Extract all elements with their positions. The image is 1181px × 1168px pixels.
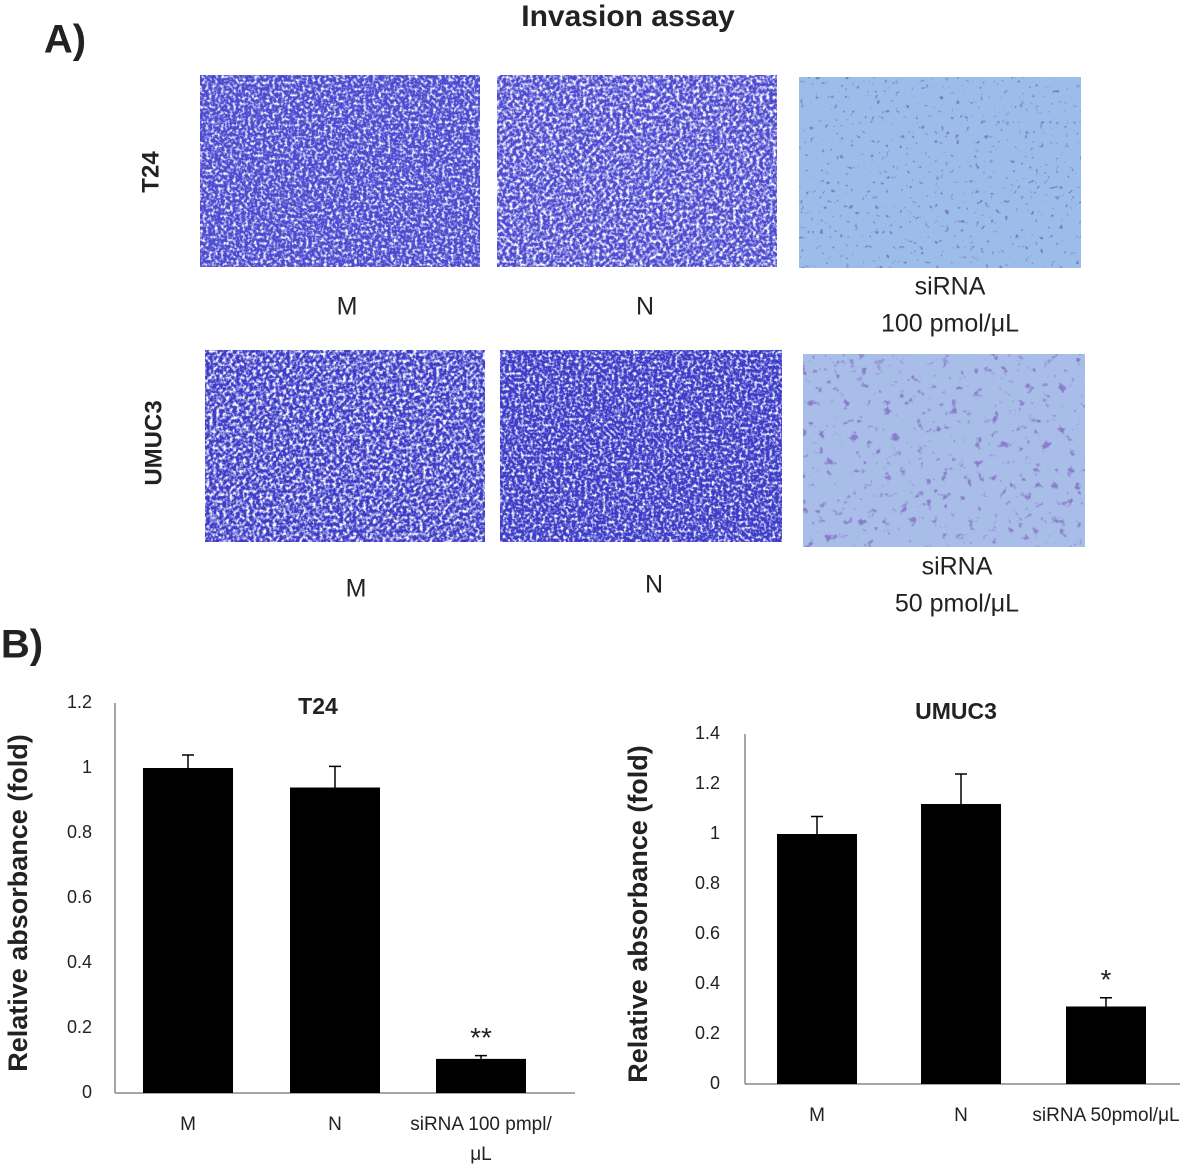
section-title: Invasion assay bbox=[521, 0, 735, 33]
chart-title: UMUC3 bbox=[915, 698, 997, 724]
x-tick-label: siRNA 50pmol/μL bbox=[1032, 1105, 1180, 1126]
image-caption: siRNA bbox=[915, 273, 986, 301]
significance-label: ** bbox=[470, 1022, 492, 1053]
y-tick-label: 1 bbox=[710, 823, 720, 843]
image-caption: 50 pmol/μL bbox=[895, 590, 1019, 618]
micrograph bbox=[803, 354, 1085, 547]
bar bbox=[436, 1058, 526, 1093]
error-bar bbox=[1100, 997, 1112, 1007]
micrograph bbox=[200, 75, 480, 267]
image-caption: M bbox=[346, 575, 367, 603]
significance-label: * bbox=[1101, 964, 1112, 995]
image-caption: siRNA bbox=[922, 553, 993, 581]
y-tick-label: 0.2 bbox=[67, 1017, 92, 1037]
x-tick-label: siRNA 100 pmpl/μL bbox=[410, 1114, 552, 1165]
image-caption: M bbox=[337, 293, 358, 321]
error-bar bbox=[329, 765, 341, 788]
image-caption: 100 pmol/μL bbox=[881, 310, 1019, 338]
panel-label: A) bbox=[44, 18, 86, 62]
bar bbox=[290, 787, 380, 1093]
chart-title: T24 bbox=[298, 693, 338, 719]
x-tick-label: N bbox=[954, 1105, 968, 1126]
bar bbox=[921, 804, 1001, 1084]
y-tick-label: 0.8 bbox=[67, 822, 92, 842]
micrograph bbox=[205, 350, 485, 542]
y-tick-label: 1 bbox=[82, 757, 92, 777]
micrograph bbox=[799, 77, 1081, 268]
x-tick-label: N bbox=[328, 1114, 342, 1135]
bar bbox=[1066, 1006, 1146, 1084]
y-tick-label: 0 bbox=[710, 1073, 720, 1093]
bar bbox=[143, 768, 233, 1093]
image-caption: N bbox=[645, 571, 663, 599]
error-bar bbox=[475, 1054, 487, 1059]
x-tick-label: M bbox=[809, 1105, 825, 1126]
y-axis-title: Relative absorbance (fold) bbox=[623, 745, 653, 1083]
error-bar bbox=[811, 815, 823, 834]
row-label: UMUC3 bbox=[140, 400, 167, 485]
y-tick-label: 0.4 bbox=[67, 952, 92, 972]
panel-label: B) bbox=[1, 623, 43, 667]
bar bbox=[777, 834, 857, 1084]
x-tick-label: M bbox=[180, 1114, 196, 1135]
y-tick-label: 1.2 bbox=[695, 773, 720, 793]
y-tick-label: 0.8 bbox=[695, 873, 720, 893]
error-bar bbox=[182, 754, 194, 768]
y-axis-title: Relative absorbance (fold) bbox=[3, 734, 33, 1072]
row-label: T24 bbox=[137, 151, 164, 193]
image-caption: N bbox=[636, 293, 654, 321]
y-tick-label: 1.4 bbox=[695, 723, 720, 743]
error-bar bbox=[955, 773, 967, 804]
y-tick-label: 0 bbox=[82, 1082, 92, 1102]
y-tick-label: 1.2 bbox=[67, 692, 92, 712]
y-tick-label: 0.6 bbox=[67, 887, 92, 907]
micrograph bbox=[500, 350, 782, 542]
y-tick-label: 0.4 bbox=[695, 973, 720, 993]
micrograph bbox=[497, 75, 777, 267]
y-tick-label: 0.6 bbox=[695, 923, 720, 943]
y-tick-label: 0.2 bbox=[695, 1023, 720, 1043]
